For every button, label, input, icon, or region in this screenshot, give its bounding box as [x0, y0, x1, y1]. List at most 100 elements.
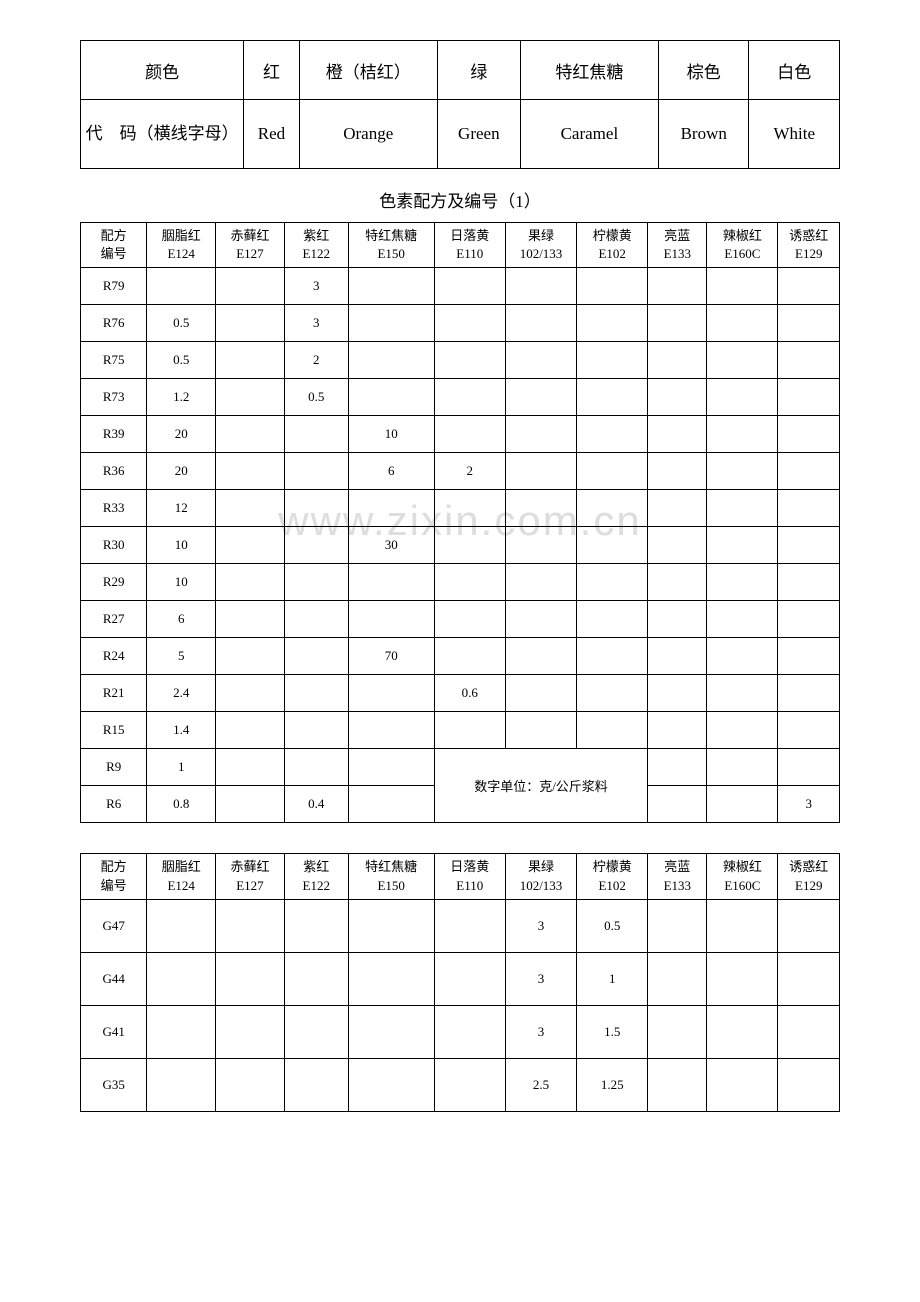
data-cell — [778, 749, 840, 786]
data-cell — [284, 675, 348, 712]
data-cell — [707, 638, 778, 675]
data-cell — [577, 416, 648, 453]
table-row: R91数字单位：克/公斤浆料 — [81, 749, 840, 786]
data-cell — [216, 527, 285, 564]
data-cell — [434, 1058, 505, 1111]
data-cell — [707, 952, 778, 1005]
data-cell — [348, 268, 434, 305]
data-cell: 3 — [284, 305, 348, 342]
data-cell — [577, 564, 648, 601]
formula-id: R24 — [81, 638, 147, 675]
table-row: R793 — [81, 268, 840, 305]
data-cell — [778, 416, 840, 453]
formula-id: G41 — [81, 1005, 147, 1058]
data-cell — [284, 564, 348, 601]
formula-id: R73 — [81, 379, 147, 416]
data-cell — [284, 416, 348, 453]
formula-id: R21 — [81, 675, 147, 712]
data-cell — [434, 899, 505, 952]
table-row: R760.53 — [81, 305, 840, 342]
data-cell: 20 — [147, 453, 216, 490]
column-header: 赤藓红E127 — [216, 854, 285, 899]
data-cell — [577, 453, 648, 490]
formula-id: R9 — [81, 749, 147, 786]
data-cell: 0.5 — [147, 342, 216, 379]
data-cell — [648, 564, 707, 601]
data-cell — [147, 268, 216, 305]
data-cell — [147, 1005, 216, 1058]
data-cell — [216, 712, 285, 749]
table-row: R212.40.6 — [81, 675, 840, 712]
data-cell: 0.8 — [147, 786, 216, 823]
data-cell — [216, 564, 285, 601]
code-cell: Green — [437, 100, 520, 169]
color-header-cell: 棕色 — [659, 41, 749, 100]
data-cell — [434, 342, 505, 379]
data-cell — [505, 601, 576, 638]
data-cell — [348, 601, 434, 638]
data-cell — [505, 305, 576, 342]
column-header: 胭脂红E124 — [147, 854, 216, 899]
color-header-cell: 颜色 — [81, 41, 244, 100]
formula-table-2: 配方编号胭脂红E124赤藓红E127紫红E122特红焦糖E150日落黄E110果… — [80, 853, 840, 1111]
column-header: 辣椒红E160C — [707, 223, 778, 268]
data-cell — [648, 416, 707, 453]
data-cell — [648, 675, 707, 712]
table-row: R2910 — [81, 564, 840, 601]
color-code-table: 颜色红橙（桔红）绿特红焦糖棕色白色 代 码（横线字母） Red Orange G… — [80, 40, 840, 169]
data-cell — [216, 342, 285, 379]
data-cell — [147, 1058, 216, 1111]
data-cell — [216, 786, 285, 823]
data-cell — [216, 675, 285, 712]
data-cell: 10 — [147, 527, 216, 564]
data-cell — [434, 712, 505, 749]
column-header: 亮蓝E133 — [648, 223, 707, 268]
column-header: 日落黄E110 — [434, 223, 505, 268]
data-cell: 5 — [147, 638, 216, 675]
data-cell — [778, 490, 840, 527]
data-cell — [284, 638, 348, 675]
column-header: 胭脂红E124 — [147, 223, 216, 268]
formula-id: G44 — [81, 952, 147, 1005]
data-cell — [778, 268, 840, 305]
data-cell — [434, 416, 505, 453]
table-row: G352.51.25 — [81, 1058, 840, 1111]
data-cell — [284, 490, 348, 527]
table-row: R151.4 — [81, 712, 840, 749]
data-cell — [284, 749, 348, 786]
table-row: R392010 — [81, 416, 840, 453]
data-cell — [284, 712, 348, 749]
data-cell — [707, 1058, 778, 1111]
data-cell — [348, 952, 434, 1005]
data-cell: 0.5 — [284, 379, 348, 416]
data-cell — [778, 305, 840, 342]
data-cell — [348, 342, 434, 379]
data-cell — [284, 601, 348, 638]
data-cell — [648, 952, 707, 1005]
data-cell — [216, 490, 285, 527]
color-header-cell: 绿 — [437, 41, 520, 100]
data-cell — [778, 638, 840, 675]
data-cell — [284, 1005, 348, 1058]
color-header-cell: 白色 — [749, 41, 840, 100]
data-cell — [648, 527, 707, 564]
data-cell — [707, 416, 778, 453]
data-cell — [434, 527, 505, 564]
data-cell — [348, 786, 434, 823]
data-cell — [648, 490, 707, 527]
data-cell — [707, 675, 778, 712]
data-cell — [434, 638, 505, 675]
column-header: 赤藓红E127 — [216, 223, 285, 268]
data-cell — [216, 453, 285, 490]
data-cell — [434, 601, 505, 638]
data-cell: 10 — [348, 416, 434, 453]
data-cell — [707, 268, 778, 305]
data-cell — [707, 527, 778, 564]
data-cell — [434, 379, 505, 416]
formula-id: G35 — [81, 1058, 147, 1111]
data-cell — [505, 453, 576, 490]
data-cell — [216, 1058, 285, 1111]
data-cell — [434, 268, 505, 305]
data-cell: 1.5 — [577, 1005, 648, 1058]
data-cell — [284, 952, 348, 1005]
